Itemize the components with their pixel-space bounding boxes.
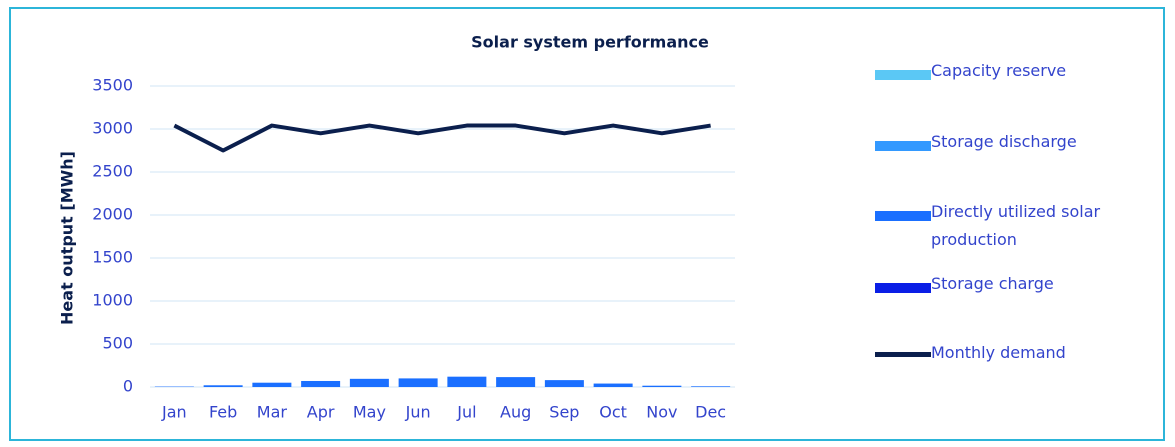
y-tick-label: 1500	[92, 248, 133, 267]
bar	[544, 380, 584, 387]
bar	[593, 383, 633, 387]
bar	[691, 386, 731, 387]
x-tick-label: Apr	[307, 403, 335, 422]
legend-label: Capacity reserve	[931, 61, 1067, 80]
bar	[496, 377, 536, 387]
legend-swatch	[875, 283, 931, 293]
bar	[252, 382, 292, 387]
legend-item: Storage discharge	[875, 132, 1116, 156]
y-tick-label: 3500	[92, 76, 133, 95]
y-tick-label: 0	[123, 377, 133, 396]
legend-label: Storage charge	[931, 274, 1054, 293]
y-tick-label: 500	[102, 334, 133, 353]
frame	[9, 7, 1165, 441]
x-tick-label: Sep	[549, 403, 579, 422]
x-tick-label: Aug	[500, 403, 531, 422]
x-tick-label: Nov	[646, 403, 677, 422]
legend-item: Storage charge	[875, 274, 1116, 298]
y-axis-label: Heat output [MWh]	[58, 151, 77, 325]
y-tick-label: 2000	[92, 205, 133, 224]
legend-item: Monthly demand	[875, 343, 1116, 367]
bar	[642, 385, 682, 387]
legend-item: Capacity reserve	[875, 61, 1116, 85]
bar	[398, 378, 438, 387]
line	[173, 123, 711, 153]
x-tick-label: Mar	[257, 403, 288, 422]
legend-label: Monthly demand	[931, 343, 1066, 362]
bar	[447, 376, 487, 387]
bar	[349, 378, 389, 387]
bar	[301, 380, 341, 387]
legend-item: Directly utilized solar production	[875, 202, 1116, 254]
legend-label: Directly utilized solar production	[931, 202, 1101, 249]
legend-swatch	[875, 70, 931, 80]
x-tick-label: Jun	[405, 403, 431, 422]
y-tick-label: 1000	[92, 291, 133, 310]
x-tick-label: Jul	[456, 403, 476, 422]
x-tick-label: Dec	[695, 403, 726, 422]
x-tick-label: May	[353, 403, 386, 422]
y-tick-label: 2500	[92, 162, 133, 181]
x-tick-label: Jan	[161, 403, 187, 422]
legend-label: Storage discharge	[931, 132, 1077, 151]
x-tick-label: Feb	[209, 403, 237, 422]
legend-swatch	[875, 352, 931, 357]
y-tick-label: 3000	[92, 119, 133, 138]
legend-swatch	[875, 141, 931, 151]
chart-title: Solar system performance	[471, 33, 709, 52]
legend-swatch	[875, 211, 931, 221]
x-tick-label: Oct	[599, 403, 627, 422]
bar	[203, 385, 243, 387]
